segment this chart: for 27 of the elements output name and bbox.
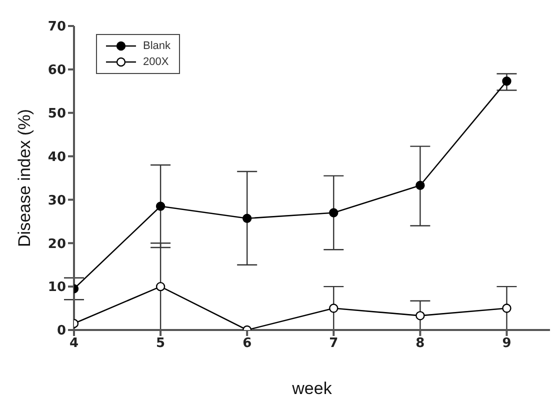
y-tick-label: 0 — [56, 324, 66, 339]
point — [156, 282, 166, 292]
y-tick-label: 10 — [48, 280, 66, 296]
point — [156, 202, 166, 211]
x-tick-label: 5 — [156, 336, 166, 352]
y-tick-label: 50 — [48, 106, 66, 122]
x-tick-label: 9 — [502, 336, 512, 352]
x-tick-label: 8 — [416, 336, 425, 352]
point — [502, 304, 512, 313]
x-tick-label: 7 — [329, 336, 338, 352]
x-tick-label: 6 — [242, 336, 252, 352]
point — [502, 76, 512, 86]
point — [329, 304, 338, 313]
y-tick-label: 60 — [48, 63, 66, 78]
y-tick-label: 20 — [48, 236, 66, 252]
x-axis-title: week — [291, 379, 332, 398]
legend-label: 200X — [143, 56, 169, 68]
y-axis-title: Disease index (%) — [15, 109, 34, 247]
point — [242, 214, 252, 223]
point — [416, 311, 425, 320]
legend-label: Blank — [143, 40, 171, 52]
y-tick-label: 40 — [48, 150, 66, 165]
y-tick-label: 70 — [48, 20, 66, 35]
x-tick-label: 4 — [69, 336, 79, 352]
point — [416, 180, 425, 190]
y-tick-label: 30 — [48, 193, 66, 208]
point — [329, 208, 338, 218]
